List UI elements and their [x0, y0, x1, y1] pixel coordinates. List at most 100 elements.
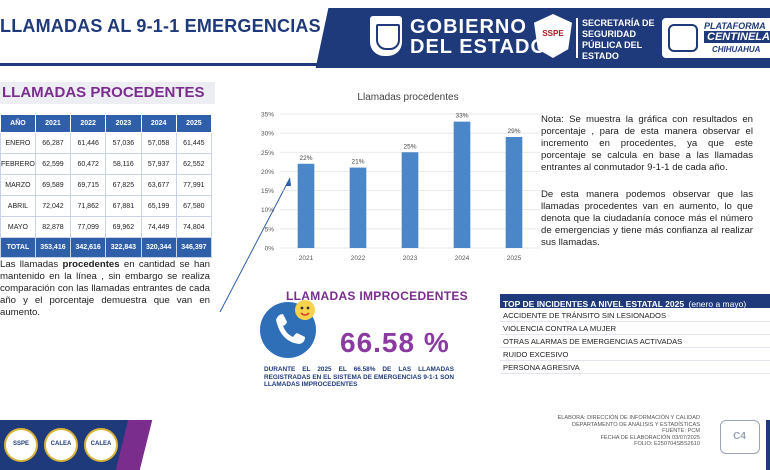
calea-seal-logo: CALEA — [84, 428, 118, 462]
chart-bar-2023 — [401, 152, 419, 248]
calea-logo: CALEA — [44, 428, 78, 462]
chart-data-labels: 22% 21% 25% 33% 29% — [299, 113, 520, 166]
table-cell: 71,862 — [70, 195, 107, 217]
total-cell: 322,843 — [105, 237, 142, 258]
improcedentes-title: LLAMADAS IMPROCEDENTES — [286, 289, 468, 303]
top-incidentes-list: ACCIDENTE DE TRÁNSITO SIN LESIONADOS VIO… — [500, 309, 770, 374]
chart-bar-2024 — [453, 121, 471, 248]
chart-bars — [297, 121, 523, 248]
total-cell: 342,616 — [70, 237, 107, 258]
table-cell: 58,116 — [105, 153, 142, 175]
data-label: 21% — [351, 159, 364, 166]
table-header-row: AÑO 2021 2022 2023 2024 2025 — [0, 114, 213, 133]
total-cell: 320,344 — [140, 237, 177, 258]
table-row: FEBRERO 62,599 60,472 58,116 57,937 62,5… — [0, 153, 213, 175]
y-tick-label: 5% — [265, 226, 275, 233]
table-total-row: TOTAL 353,416 342,616 322,843 320,344 34… — [0, 237, 213, 258]
table-cell: 57,937 — [140, 153, 177, 175]
elabora-line: ELABORA: DIRECCIÓN DE INFORMACIÓN Y CALI… — [557, 415, 700, 421]
table-cell: 66,287 — [34, 132, 72, 154]
table-header: 2021 — [34, 114, 72, 133]
footer-right-bar — [766, 420, 770, 470]
table-row: ABRIL 72,042 71,862 67,881 65,199 67,580 — [0, 195, 213, 217]
x-tick-label: 2024 — [455, 255, 470, 262]
procedentes-table: AÑO 2021 2022 2023 2024 2025 ENERO 66,28… — [0, 114, 213, 258]
y-tick-label: 25% — [261, 150, 274, 157]
procedentes-title-box: LLAMADAS PROCEDENTES — [0, 82, 215, 104]
y-tick-label: 10% — [261, 207, 274, 214]
list-item: VIOLENCIA CONTRA LA MUJER — [500, 322, 770, 335]
gobierno-line2: DEL ESTADO — [410, 36, 548, 58]
y-tick-label: 20% — [261, 169, 274, 176]
data-label: 22% — [299, 155, 312, 162]
data-label: 33% — [455, 113, 468, 120]
x-tick-label: 2022 — [351, 255, 366, 262]
x-tick-label: 2025 — [507, 255, 522, 262]
table-row: MAYO 82,878 77,099 69,962 74,449 74,804 — [0, 216, 213, 238]
table-cell: MARZO — [0, 174, 36, 196]
table-cell: 82,878 — [34, 216, 72, 238]
data-label: 25% — [403, 143, 416, 150]
chart-bar-2025 — [505, 136, 523, 248]
list-item: OTRAS ALARMAS DE EMERGENCIAS ACTIVADAS — [500, 335, 770, 348]
c4-logo: C4 — [720, 420, 760, 454]
table-cell: 62,552 — [175, 153, 213, 175]
top-incidentes-header: TOP DE INCIDENTES A NIVEL ESTATAL 2025 (… — [500, 294, 770, 308]
note-paragraph-2: De esta manera podemos observar que las … — [541, 189, 753, 248]
table-cell: 57,036 — [105, 132, 142, 154]
elabora-block: ELABORA: DIRECCIÓN DE INFORMACIÓN Y CALI… — [520, 415, 700, 448]
table-cell: 77,099 — [70, 216, 107, 238]
y-tick-label: 0% — [265, 246, 275, 253]
table-cell: 69,589 — [34, 174, 72, 196]
top-incidentes-title: TOP DE INCIDENTES A NIVEL ESTATAL 2025 — [503, 299, 685, 308]
note-paragraph-1: Nota: Se muestra la gráfica con resultad… — [541, 114, 753, 173]
chart-bar-2021 — [297, 163, 315, 248]
procedentes-text-bold: procedentes — [62, 259, 120, 270]
page-header: LLAMADAS AL 9-1-1 EMERGENCIAS GOBIERNO D… — [0, 0, 770, 72]
improcedentes-description: DURANTE EL 2025 EL 66.58% DE LAS LLAMADA… — [264, 366, 454, 388]
table-cell: 57,058 — [140, 132, 177, 154]
page-title: LLAMADAS AL 9-1-1 EMERGENCIAS — [0, 16, 321, 36]
title-underline — [0, 12, 330, 66]
footer-logo-label: CALEA — [90, 441, 112, 447]
procedentes-text-pre: Las llamadas — [0, 259, 63, 270]
table-cell: ABRIL — [0, 195, 36, 217]
table-cell: 67,881 — [105, 195, 142, 217]
table-row: MARZO 69,589 69,715 67,825 63,677 77,991 — [0, 174, 213, 196]
table-header: 2025 — [175, 114, 213, 133]
circuit-icon — [668, 24, 698, 52]
list-item: PERSONA AGRESIVA — [500, 361, 770, 374]
centinela-line2: CENTINELA — [704, 31, 770, 43]
centinela-line3: CHIHUAHUA — [712, 45, 761, 54]
table-cell: ENERO — [0, 132, 36, 154]
y-tick-label: 30% — [261, 131, 274, 138]
x-tick-label: 2021 — [299, 255, 314, 262]
table-cell: FEBRERO — [0, 153, 36, 175]
sspe-name: SECRETARÍA DE SEGURIDAD PÚBLICA DEL ESTA… — [582, 18, 655, 61]
list-item: ACCIDENTE DE TRÁNSITO SIN LESIONADOS — [500, 309, 770, 322]
phone-icon — [260, 300, 316, 358]
y-tick-label: 35% — [261, 112, 274, 119]
table-cell: 67,825 — [105, 174, 142, 196]
elabora-line: DEPARTAMENTO DE ANÁLISIS Y ESTADÍSTICAS — [572, 421, 700, 428]
footer-logo-label: SSPE — [12, 441, 29, 447]
header-separator — [576, 18, 578, 58]
table-cell: 62,599 — [34, 153, 72, 175]
table-cell: 74,449 — [140, 216, 177, 238]
table-cell: 63,677 — [140, 174, 177, 196]
total-cell: 353,416 — [34, 237, 72, 258]
procedentes-text-post: en cantidad se han mantenido en la línea… — [0, 259, 210, 318]
sspe-badge-label: SSPE — [542, 29, 564, 38]
chart-x-ticks: 2021 2022 2023 2024 2025 — [299, 255, 522, 262]
data-label: 29% — [507, 128, 520, 135]
table-cell: 69,962 — [105, 216, 142, 238]
chart-title: Llamadas procedentes — [357, 92, 458, 103]
x-tick-label: 2023 — [403, 255, 418, 262]
chart-bar-2022 — [349, 167, 367, 248]
table-cell: 69,715 — [70, 174, 107, 196]
table-cell: 61,445 — [175, 132, 213, 154]
total-cell: 346,397 — [175, 237, 213, 258]
table-cell: 65,199 — [140, 195, 177, 217]
gobierno-line1: GOBIERNO — [410, 16, 527, 38]
list-item: RUIDO EXCESIVO — [500, 348, 770, 361]
